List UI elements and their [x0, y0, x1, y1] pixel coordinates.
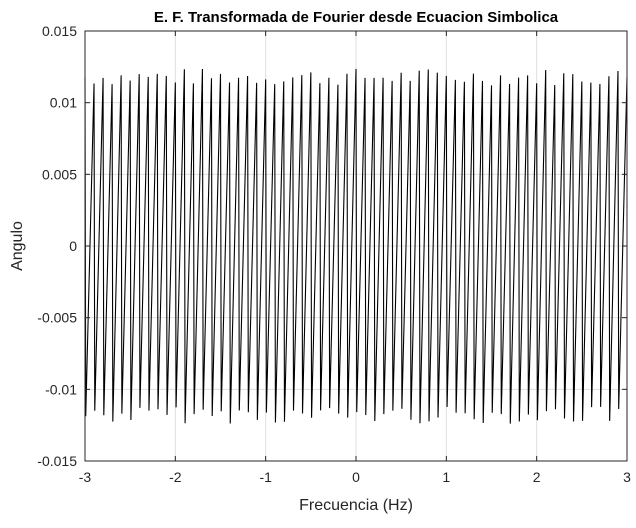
- y-tick-label: 0: [69, 238, 77, 254]
- series-layer: [84, 69, 628, 424]
- y-tick-label: -0.015: [37, 453, 77, 469]
- x-tick-label: 0: [352, 469, 360, 485]
- chart-title: E. F. Transformada de Fourier desde Ecua…: [154, 9, 559, 26]
- series-line: [84, 69, 628, 424]
- x-tick-label: -3: [79, 469, 92, 485]
- y-tick-label: 0.005: [42, 166, 77, 182]
- ticks: -3 -2 -1 0 1 2 3 -0.015 -0.01 -0.005 0 0.005 0.01 0.0…: [37, 23, 631, 485]
- x-tick-label: -2: [169, 469, 182, 485]
- x-axis-label: Frecuencia (Hz): [299, 497, 413, 514]
- x-tick-label: 3: [623, 469, 631, 485]
- x-tick-label: 2: [533, 469, 541, 485]
- y-tick-label: -0.01: [45, 381, 77, 397]
- y-tick-label: 0.015: [42, 23, 77, 39]
- y-tick-label: 0.01: [50, 95, 77, 111]
- x-tick-label: -1: [259, 469, 272, 485]
- y-tick-label: -0.005: [37, 310, 77, 326]
- x-tick-label: 1: [442, 469, 450, 485]
- y-axis-label: Angulo: [9, 221, 26, 271]
